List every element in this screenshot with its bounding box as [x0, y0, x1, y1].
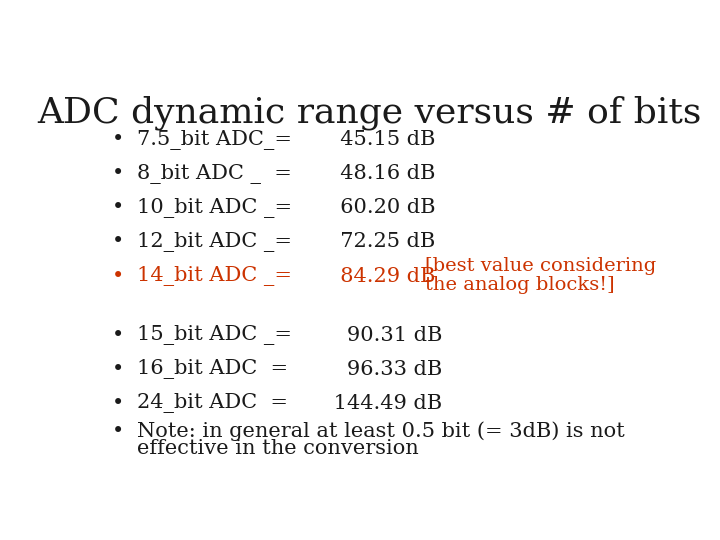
Text: 16_bit ADC  =: 16_bit ADC =	[138, 359, 289, 379]
Text: •: •	[112, 198, 124, 217]
Text: 10_bit ADC _=: 10_bit ADC _=	[138, 198, 292, 218]
Text: ADC dynamic range versus # of bits: ADC dynamic range versus # of bits	[37, 96, 701, 131]
Text: 45.15 dB: 45.15 dB	[327, 130, 436, 149]
Text: 15_bit ADC _=: 15_bit ADC _=	[138, 325, 292, 345]
Text: 90.31 dB: 90.31 dB	[327, 326, 443, 345]
Text: 144.49 dB: 144.49 dB	[327, 394, 442, 413]
Text: the analog blocks!]: the analog blocks!]	[425, 276, 614, 294]
Text: 60.20 dB: 60.20 dB	[327, 198, 436, 217]
Text: 7.5_bit ADC_=: 7.5_bit ADC_=	[138, 130, 292, 150]
Text: [best value considering: [best value considering	[425, 256, 656, 275]
Text: 12_bit ADC _=: 12_bit ADC _=	[138, 232, 292, 252]
Text: •: •	[112, 394, 124, 413]
Text: 72.25 dB: 72.25 dB	[327, 232, 436, 252]
Text: •: •	[112, 360, 124, 379]
Text: 48.16 dB: 48.16 dB	[327, 164, 436, 183]
Text: effective in the conversion: effective in the conversion	[138, 438, 419, 458]
Text: •: •	[112, 130, 124, 149]
Text: 8_bit ADC _  =: 8_bit ADC _ =	[138, 164, 292, 184]
Text: 96.33 dB: 96.33 dB	[327, 360, 442, 379]
Text: •: •	[112, 164, 124, 183]
Text: Note: in general at least 0.5 bit (= 3dB) is not: Note: in general at least 0.5 bit (= 3dB…	[138, 422, 625, 441]
Text: •: •	[112, 422, 124, 441]
Text: 84.29 dB: 84.29 dB	[327, 267, 436, 286]
Text: •: •	[112, 267, 124, 286]
Text: 24_bit ADC  =: 24_bit ADC =	[138, 393, 289, 413]
Text: •: •	[112, 326, 124, 345]
Text: •: •	[112, 232, 124, 252]
Text: 14_bit ADC _=: 14_bit ADC _=	[138, 266, 292, 286]
